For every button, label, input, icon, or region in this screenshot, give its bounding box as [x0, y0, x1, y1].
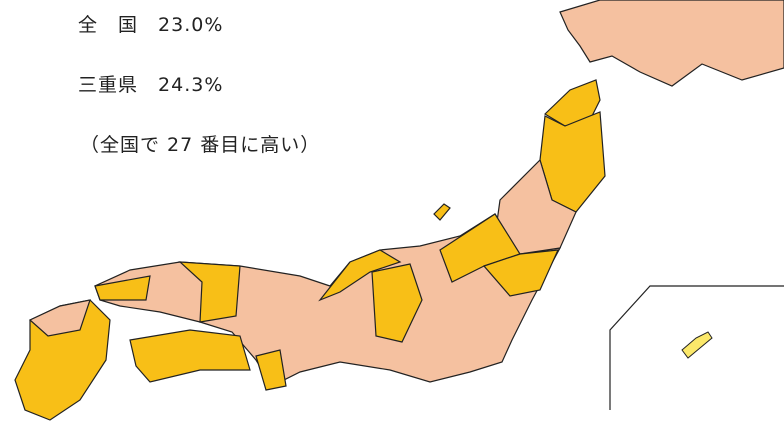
prefecture-line: 三重県 24.3% [78, 70, 223, 97]
kyushu-north [28, 299, 91, 337]
national-label: 全 国 [78, 14, 139, 36]
sado [433, 203, 451, 221]
inset-frame [609, 285, 784, 410]
hokuriku [318, 249, 402, 302]
chugoku-north [178, 261, 241, 323]
wakayama [255, 349, 287, 391]
hokkaido [559, 0, 784, 87]
chugoku-west [94, 275, 151, 301]
prefecture-value: 24.3% [158, 74, 224, 96]
prefecture-label: 三重県 [78, 74, 139, 96]
rank-note: （全国で 27 番目に高い） [80, 134, 321, 156]
shikoku [129, 329, 251, 383]
national-value: 23.0% [158, 14, 224, 36]
okinawa [681, 331, 713, 359]
fukushima [482, 249, 559, 297]
nagano [371, 263, 423, 343]
national-line: 全 国 23.0% [78, 10, 223, 37]
